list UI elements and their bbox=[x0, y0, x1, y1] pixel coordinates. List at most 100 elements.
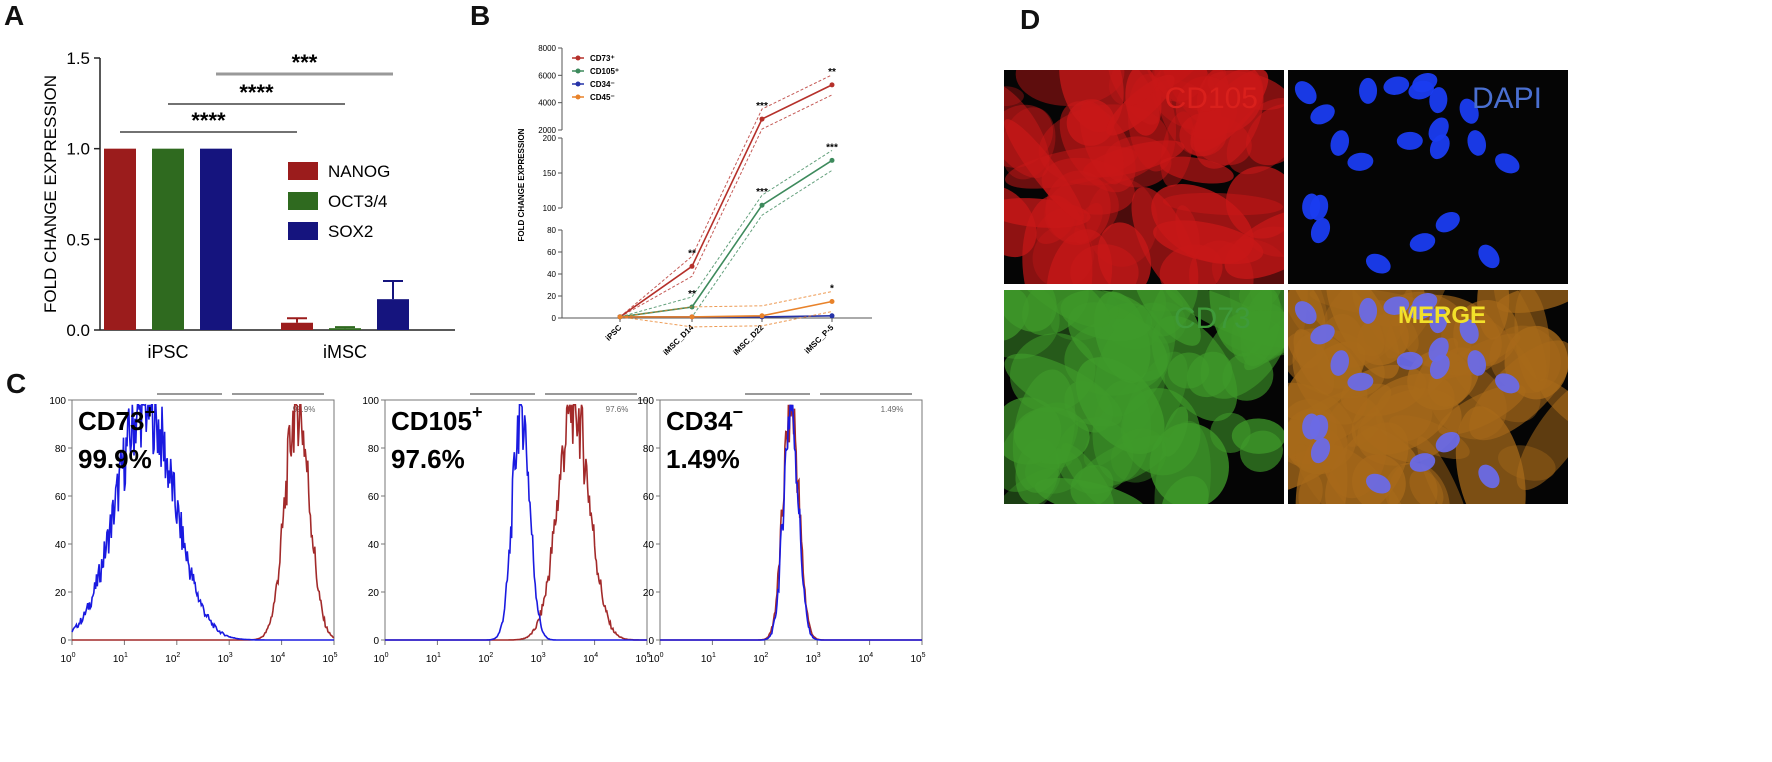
x-tick-label: 103 bbox=[218, 652, 233, 665]
y-tick-label: 60 bbox=[643, 492, 655, 503]
x-tick-label: 101 bbox=[113, 652, 128, 665]
cell-shape bbox=[1151, 184, 1254, 264]
x-category-label: iMSC bbox=[323, 342, 367, 362]
plot-frame bbox=[659, 399, 923, 641]
gate-percent-label: 97.6% bbox=[606, 405, 629, 414]
micrograph-cd105: CD105 bbox=[1004, 70, 1284, 284]
cell-shape bbox=[1110, 428, 1167, 483]
x-tick-label: 105 bbox=[635, 652, 650, 665]
x-tick-label: 104 bbox=[270, 652, 285, 665]
y-tick-label: 80 bbox=[368, 444, 380, 455]
x-tick-label: 102 bbox=[753, 652, 768, 665]
nucleus bbox=[1310, 217, 1331, 244]
nucleus bbox=[1396, 131, 1423, 150]
nucleus bbox=[1429, 87, 1448, 114]
panel-letter-b: B bbox=[470, 0, 491, 31]
y-tick-label: 6000 bbox=[538, 71, 556, 80]
nucleus bbox=[1294, 301, 1317, 325]
series-ci-lower bbox=[619, 311, 833, 328]
legend-marker bbox=[575, 55, 581, 61]
cell-shape bbox=[1131, 186, 1199, 284]
series-ci-upper bbox=[619, 291, 833, 318]
x-tick-label: iPSC bbox=[604, 323, 624, 343]
cell-shape bbox=[1004, 119, 1084, 222]
cell-shape bbox=[1094, 302, 1176, 417]
cell-shape bbox=[1090, 290, 1184, 312]
series-line bbox=[619, 159, 833, 318]
gate-percent-label: 99.9% bbox=[293, 405, 316, 414]
control-histogram bbox=[660, 404, 922, 641]
nucleus bbox=[1467, 130, 1487, 156]
bar bbox=[152, 148, 184, 330]
y-tick-label: 40 bbox=[55, 540, 67, 551]
y-tick-label: 4000 bbox=[538, 99, 556, 108]
nucleus bbox=[1409, 233, 1436, 252]
micrograph-image bbox=[1288, 70, 1568, 284]
nucleus bbox=[1459, 318, 1479, 344]
gate-percent-label: 1.49% bbox=[881, 405, 904, 414]
cell-shape bbox=[1193, 70, 1264, 169]
legend-marker bbox=[575, 68, 581, 74]
significance-label: *** bbox=[826, 142, 838, 153]
nucleus bbox=[1435, 211, 1460, 233]
micrograph-label: DAPI bbox=[1471, 82, 1542, 115]
x-tick-label: 105 bbox=[322, 652, 337, 665]
x-tick-label: 103 bbox=[806, 652, 821, 665]
y-tick-label: 60 bbox=[547, 248, 556, 257]
y-tick-label: 20 bbox=[643, 588, 655, 599]
significance-label: ** bbox=[688, 248, 696, 259]
x-tick-label: 105 bbox=[910, 652, 925, 665]
x-tick-label: 101 bbox=[701, 652, 716, 665]
data-point bbox=[689, 314, 695, 320]
cell-shape bbox=[1034, 478, 1148, 504]
cell-shape bbox=[1326, 290, 1400, 379]
marker-label: CD105+ bbox=[391, 402, 482, 436]
significance-label: ** bbox=[688, 289, 696, 300]
nucleus bbox=[1478, 464, 1500, 489]
y-tick-label: 60 bbox=[368, 492, 380, 503]
legend-label: OCT3/4 bbox=[328, 192, 388, 211]
y-axis-label: FOLD CHANGE EXPRESSION bbox=[517, 128, 526, 241]
cell-shape bbox=[1217, 310, 1284, 356]
x-tick-label: iMSC_P-5 bbox=[803, 323, 836, 356]
data-point bbox=[829, 313, 835, 319]
nucleus bbox=[1310, 104, 1335, 125]
legend-label: SOX2 bbox=[328, 222, 373, 241]
y-tick-label: 2000 bbox=[538, 126, 556, 135]
control-histogram bbox=[71, 403, 334, 641]
nucleus bbox=[1459, 98, 1479, 124]
x-tick-label: 103 bbox=[531, 652, 546, 665]
legend-swatch bbox=[288, 192, 318, 210]
cell-shape bbox=[1079, 100, 1124, 185]
y-tick-label: 0 bbox=[648, 636, 654, 647]
nucleus bbox=[1478, 244, 1500, 269]
nucleus bbox=[1365, 473, 1391, 494]
nucleus bbox=[1383, 296, 1410, 315]
series-line bbox=[620, 300, 833, 318]
x-tick-label: 100 bbox=[373, 652, 388, 665]
significance-label: **** bbox=[239, 80, 274, 105]
series-line bbox=[619, 84, 833, 318]
x-tick-label: 102 bbox=[478, 652, 493, 665]
nucleus bbox=[1495, 153, 1520, 174]
significance-label: *** bbox=[756, 187, 768, 198]
nucleus bbox=[1330, 130, 1350, 156]
x-tick-label: 102 bbox=[165, 652, 180, 665]
cell-shape bbox=[1496, 290, 1568, 313]
nucleus bbox=[1429, 307, 1448, 334]
flow-cytometry-histograms: 0 20 40 60 80 100 100 101 102 103 104 105 99.9% CD73+… bbox=[49, 393, 926, 665]
nucleus bbox=[1359, 77, 1378, 104]
y-tick-label: 80 bbox=[55, 444, 67, 455]
micrograph-label: MERGE bbox=[1398, 302, 1487, 329]
micrograph-label: CD73 bbox=[1174, 302, 1251, 335]
micrograph-label: CD105 bbox=[1164, 82, 1258, 115]
nucleus bbox=[1408, 80, 1434, 100]
nucleus bbox=[1309, 194, 1329, 221]
stained-histogram bbox=[72, 404, 335, 641]
x-tick-label: 104 bbox=[583, 652, 598, 665]
data-point bbox=[829, 82, 835, 88]
series-ci-upper bbox=[619, 74, 833, 318]
bar bbox=[281, 322, 313, 330]
y-tick-label: 20 bbox=[368, 588, 380, 599]
cell-shape bbox=[1059, 70, 1124, 133]
